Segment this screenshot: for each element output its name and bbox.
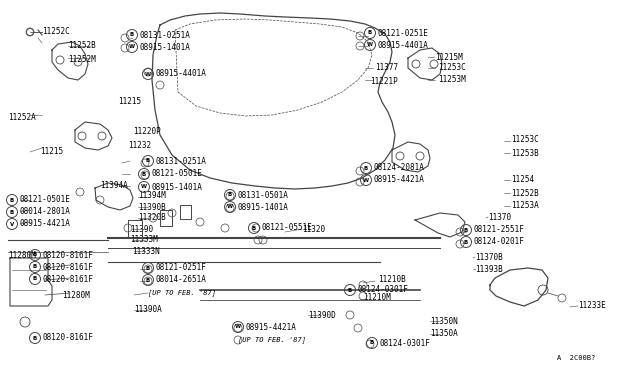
Text: B: B xyxy=(228,192,232,198)
Text: 11210M: 11210M xyxy=(363,294,391,302)
Text: 08121-2551F: 08121-2551F xyxy=(474,225,524,234)
Text: B: B xyxy=(142,171,146,176)
Text: A  2C00B?: A 2C00B? xyxy=(557,355,595,361)
Text: 08121-0551E: 08121-0551E xyxy=(262,224,312,232)
Text: 08915-4421A: 08915-4421A xyxy=(374,176,424,185)
Text: 11221P: 11221P xyxy=(370,77,397,86)
Text: 11215M: 11215M xyxy=(435,52,463,61)
Text: 11253M: 11253M xyxy=(438,76,466,84)
Text: 11390D: 11390D xyxy=(308,311,336,320)
Text: 11390: 11390 xyxy=(130,224,153,234)
Text: B: B xyxy=(348,288,352,292)
Text: 11210B: 11210B xyxy=(378,276,406,285)
Text: 08915-4421A: 08915-4421A xyxy=(19,219,70,228)
Text: W: W xyxy=(367,42,373,48)
Text: 08131-0501A: 08131-0501A xyxy=(237,190,289,199)
Text: [UP TO FEB. '87]: [UP TO FEB. '87] xyxy=(238,337,306,343)
Text: B: B xyxy=(364,166,368,170)
Text: B: B xyxy=(146,266,150,270)
Text: 08124-2081A: 08124-2081A xyxy=(374,164,424,173)
Text: 11232: 11232 xyxy=(128,141,151,151)
Text: W: W xyxy=(129,45,135,49)
Text: V: V xyxy=(10,221,14,227)
Text: B: B xyxy=(10,209,14,215)
Text: B: B xyxy=(10,198,14,202)
Text: 11393B: 11393B xyxy=(475,264,503,273)
Text: 11280M: 11280M xyxy=(8,250,36,260)
Text: 08131-0251A: 08131-0251A xyxy=(140,31,190,39)
Text: B: B xyxy=(33,276,37,282)
Text: 11370: 11370 xyxy=(488,212,511,221)
Text: 11377: 11377 xyxy=(375,64,398,73)
Text: 11220P: 11220P xyxy=(133,126,161,135)
Text: B: B xyxy=(146,158,150,164)
Text: B: B xyxy=(464,240,468,244)
Text: B: B xyxy=(368,31,372,35)
Text: 08121-0501E: 08121-0501E xyxy=(19,196,70,205)
Text: 11215: 11215 xyxy=(118,96,141,106)
Text: B: B xyxy=(130,32,134,38)
Text: 11252B: 11252B xyxy=(68,42,96,51)
Text: 11390B: 11390B xyxy=(138,202,166,212)
Text: 08915-1401A: 08915-1401A xyxy=(237,202,289,212)
Text: 11320: 11320 xyxy=(302,224,325,234)
Text: 08124-0301F: 08124-0301F xyxy=(358,285,408,295)
Text: W: W xyxy=(227,205,233,209)
Text: 08121-0501E: 08121-0501E xyxy=(152,170,202,179)
Text: 08120-8161F: 08120-8161F xyxy=(42,250,93,260)
Text: 11333N: 11333N xyxy=(132,247,160,256)
Text: 11252C: 11252C xyxy=(42,28,70,36)
Text: 08915-1401A: 08915-1401A xyxy=(140,42,190,51)
Text: 08915-4401A: 08915-4401A xyxy=(156,70,206,78)
Text: B: B xyxy=(146,278,150,282)
Text: 11350N: 11350N xyxy=(430,317,458,326)
Text: 08131-0251A: 08131-0251A xyxy=(156,157,206,166)
Text: 11390A: 11390A xyxy=(134,305,162,314)
Text: B: B xyxy=(370,340,374,346)
Text: B: B xyxy=(33,264,37,269)
Text: B: B xyxy=(33,253,37,257)
Text: 08120-8161F: 08120-8161F xyxy=(42,275,93,283)
Text: 11253B: 11253B xyxy=(511,148,539,157)
Text: 11215: 11215 xyxy=(40,148,63,157)
Text: 11253C: 11253C xyxy=(511,135,539,144)
Text: 08124-0201F: 08124-0201F xyxy=(474,237,524,247)
Text: 11350A: 11350A xyxy=(430,330,458,339)
Text: 08121-0251E: 08121-0251E xyxy=(378,29,428,38)
Text: 11252B: 11252B xyxy=(511,189,539,198)
Text: 08014-2651A: 08014-2651A xyxy=(156,276,206,285)
Text: W: W xyxy=(235,324,241,330)
Text: 08120-8161F: 08120-8161F xyxy=(42,334,93,343)
Text: 11252A: 11252A xyxy=(8,113,36,122)
Text: 11370B: 11370B xyxy=(475,253,503,262)
Text: 11254: 11254 xyxy=(511,176,534,185)
Text: [UP TO FEB. '87]: [UP TO FEB. '87] xyxy=(148,290,216,296)
Text: B: B xyxy=(33,336,37,340)
Text: 11333M: 11333M xyxy=(130,235,157,244)
Text: 11394M: 11394M xyxy=(138,192,166,201)
Text: 08915-1401A: 08915-1401A xyxy=(152,183,202,192)
Text: 11253C: 11253C xyxy=(438,64,466,73)
Text: 11280M: 11280M xyxy=(62,292,90,301)
Text: B: B xyxy=(252,225,256,231)
Text: 08915-4421A: 08915-4421A xyxy=(246,323,296,331)
Text: W: W xyxy=(141,185,147,189)
Text: 08120-8161F: 08120-8161F xyxy=(42,263,93,272)
Text: 11394A: 11394A xyxy=(100,180,128,189)
Text: 08915-4401A: 08915-4401A xyxy=(378,41,428,49)
Text: 11253A: 11253A xyxy=(511,202,539,211)
Text: W: W xyxy=(363,177,369,183)
Text: B: B xyxy=(464,228,468,232)
Text: W: W xyxy=(145,71,151,77)
Text: 11233E: 11233E xyxy=(578,301,605,311)
Text: 11320B: 11320B xyxy=(138,214,166,222)
Text: 08014-2801A: 08014-2801A xyxy=(19,208,70,217)
Text: 11252M: 11252M xyxy=(68,55,96,64)
Text: 08121-0251F: 08121-0251F xyxy=(156,263,206,273)
Text: 08124-0301F: 08124-0301F xyxy=(380,339,430,347)
